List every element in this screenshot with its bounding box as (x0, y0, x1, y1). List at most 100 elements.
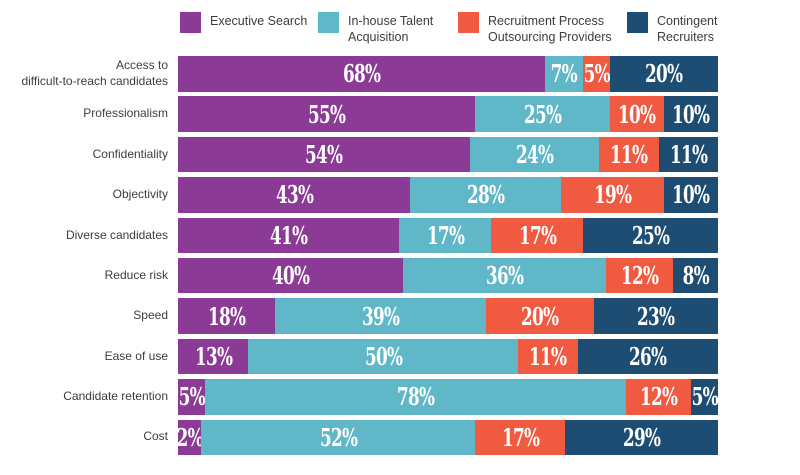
segment-value: 17% (501, 422, 540, 452)
stacked-bar: 43% 28% 19% 10% (178, 177, 718, 213)
segment-value: 10% (672, 99, 710, 129)
segment-value: 23% (637, 301, 675, 331)
segment-value: 17% (426, 220, 465, 250)
segment-value: 13% (194, 341, 232, 371)
bar-segment: 20% (485, 298, 594, 334)
row-label: Ease of use (104, 348, 168, 363)
segment-value: 20% (645, 59, 683, 89)
bar-segment: 17% (491, 217, 583, 254)
bar-segment: 10% (664, 96, 718, 132)
segment-value: 12% (620, 261, 659, 291)
legend-label: Contingent Recruiters (657, 14, 718, 44)
segment-value: 40% (271, 261, 310, 291)
bar-row: Reduce risk 40% 36% 12% 8% (0, 257, 718, 294)
bar-row: Candidate retention 5% 78% 12% 5% (0, 379, 718, 415)
segment-value: 26% (629, 341, 667, 371)
segment-value: 36% (485, 261, 524, 291)
bar-segment: 28% (410, 177, 562, 213)
segment-value: 68% (342, 59, 381, 89)
row-label: Reduce risk (104, 267, 168, 282)
bar-segment: 2% (176, 419, 203, 456)
bar-segment: 13% (178, 338, 249, 375)
row-label: Professionalism (83, 106, 168, 121)
segment-value: 29% (622, 422, 661, 452)
segment-value: 20% (521, 301, 559, 331)
bar-segment: 26% (577, 338, 719, 375)
stacked-bar: 18% 39% 20% 23% (178, 298, 718, 334)
legend-label: Recruitment Process Outsourcing Provider… (488, 14, 612, 44)
bar-segment: 52% (201, 419, 476, 456)
legend-item: In-house Talent Acquisition (318, 12, 433, 45)
legend-swatch-icon (627, 12, 648, 33)
segment-value: 52% (319, 422, 358, 452)
segment-value: 54% (305, 140, 343, 170)
segment-value: 25% (523, 99, 562, 129)
row-label: Access to difficult-to-reach candidates (21, 58, 168, 88)
stacked-bar: 2% 52% 17% 29% (176, 419, 718, 456)
bar-segment: 50% (248, 338, 519, 375)
segment-value: 12% (639, 382, 678, 412)
stacked-bar: 55% 25% 10% 10% (178, 96, 718, 132)
bar-segment: 55% (178, 96, 475, 132)
bar-segment: 54% (178, 136, 470, 173)
bar-segment: 41% (178, 217, 400, 254)
segment-value: 5% (178, 382, 205, 412)
bar-segment: 10% (664, 177, 718, 213)
bar-segment: 5% (178, 379, 205, 415)
segment-value: 8% (682, 261, 709, 291)
row-label: Confidentiality (92, 146, 168, 161)
bar-row: Access to difficult-to-reach candidates 6… (0, 56, 718, 92)
segment-value: 25% (631, 220, 670, 250)
segment-value: 43% (275, 180, 313, 210)
row-label: Objectivity (112, 187, 168, 202)
row-label: Diverse candidates (65, 227, 168, 242)
chart-rows: Access to difficult-to-reach candidates 6… (0, 56, 719, 456)
segment-value: 24% (515, 140, 554, 170)
legend-item: Contingent Recruiters (627, 12, 717, 45)
bar-segment: 10% (610, 96, 664, 132)
segment-value: 11% (669, 140, 708, 170)
segment-value: 5% (583, 59, 610, 89)
segment-value: 55% (307, 99, 346, 129)
bar-segment: 11% (599, 136, 659, 173)
bar-segment: 24% (469, 136, 600, 173)
bar-segment: 5% (691, 379, 718, 415)
bar-segment: 12% (626, 379, 691, 415)
bar-segment: 40% (178, 257, 403, 294)
segment-value: 17% (518, 220, 556, 250)
bar-segment: 29% (565, 419, 718, 456)
bar-segment: 5% (583, 56, 610, 92)
bar-segment: 12% (605, 257, 673, 294)
legend-swatch-icon (318, 12, 339, 33)
segment-value: 11% (610, 140, 648, 170)
bar-segment: 11% (658, 136, 718, 173)
bar-segment: 23% (593, 298, 718, 334)
bar-segment: 36% (403, 257, 606, 294)
segment-value: 39% (361, 301, 400, 331)
bar-segment: 43% (178, 177, 411, 213)
segment-value: 78% (396, 382, 435, 412)
bar-segment: 11% (518, 338, 578, 375)
legend-item: Recruitment Process Outsourcing Provider… (458, 12, 612, 45)
row-label: Candidate retention (63, 389, 168, 404)
bar-row: Speed 18% 39% 20% 23% (0, 298, 718, 334)
stacked-bar: 54% 24% 11% 11% (178, 136, 718, 173)
segment-value: 18% (207, 301, 246, 331)
bar-segment: 17% (399, 217, 492, 254)
stacked-bar: 13% 50% 11% 26% (178, 338, 719, 375)
bar-segment: 25% (475, 96, 610, 132)
segment-value: 11% (529, 341, 567, 371)
bar-row: Cost 2% 52% 17% 29% (0, 419, 718, 456)
row-label: Speed (133, 308, 168, 323)
bar-segment: 25% (583, 217, 718, 254)
bar-segment: 68% (178, 56, 546, 92)
bar-segment: 20% (610, 56, 718, 92)
legend-swatch-icon (458, 12, 479, 33)
bar-segment: 39% (275, 298, 486, 334)
legend-label: Executive Search (210, 14, 308, 28)
legend-label: In-house Talent Acquisition (348, 14, 434, 44)
stacked-bar: 41% 17% 17% 25% (178, 217, 718, 254)
segment-value: 10% (618, 99, 656, 129)
segment-value: 5% (691, 382, 718, 412)
